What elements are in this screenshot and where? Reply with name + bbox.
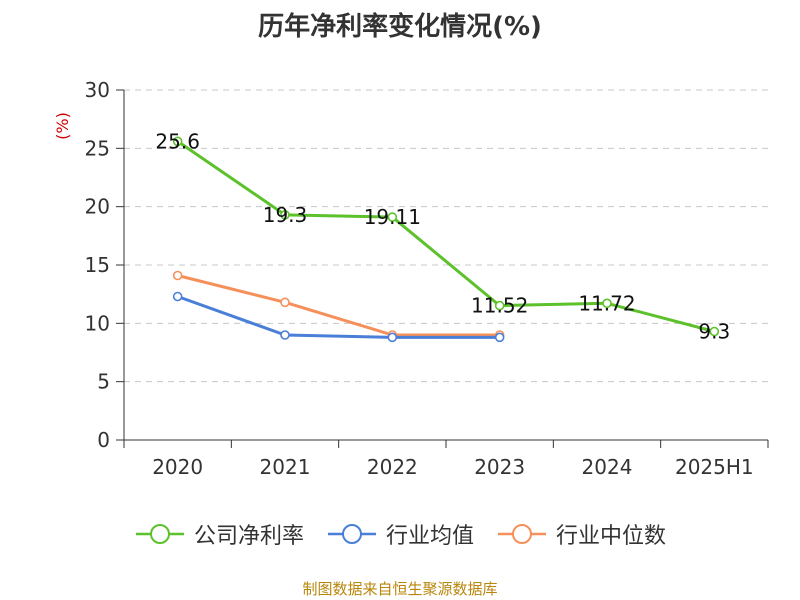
legend-marker-icon [498,524,546,544]
legend-label: 行业均值 [385,524,474,549]
series-line-1 [177,295,500,339]
y-tick-label: 25 [85,136,110,160]
x-tick-label: 2021 [260,455,311,479]
data-point [494,300,505,311]
x-tick-label: 2022 [367,455,418,479]
y-tick-label: 15 [85,253,110,277]
series-line-0 [176,140,715,333]
y-tick-label: 30 [85,78,110,102]
y-axis-label: (%) [53,112,72,140]
data-point [602,298,612,309]
data-labels: 25.6 19.3 19.11 11.52 11.72 9.3 [155,129,730,343]
data-point [387,212,398,222]
y-tick-label: 10 [85,311,110,335]
data-label: 25.6 [155,129,200,153]
data-label: 19.11 [364,205,421,229]
legend-circle [149,524,170,544]
data-point [280,210,290,220]
legend-marker-icon [327,524,376,544]
data-point [172,270,183,281]
legend-label: 公司净利率 [193,524,304,549]
data-point [280,330,290,340]
data-point [494,332,505,343]
data-label: 11.52 [471,294,528,318]
grid-lines [124,89,768,383]
legend-label: 行业中位数 [556,524,667,549]
series-lines [172,136,720,343]
data-label: 11.72 [578,291,635,315]
data-point [172,291,183,302]
axes: 0 5 10 15 20 25 30 2020 2021 2022 2023 2024 2025H1 [85,78,769,479]
y-tick-label: 20 [85,195,110,219]
legend-marker-icon [135,524,184,544]
data-point [172,136,183,147]
legend-item[interactable]: 行业中位数 [496,518,666,550]
source-note: 制图数据来自恒生聚源数据库 [302,580,498,598]
x-tick-label: 2023 [474,455,525,479]
series-line-2 [177,274,500,337]
legend-item[interactable]: 行业均值 [326,518,474,550]
x-tick-label: 2024 [582,455,633,479]
data-label: 19.3 [263,203,308,227]
legend-item[interactable]: 公司净利率 [134,518,304,550]
data-point [387,332,398,343]
y-tick-label: 5 [97,370,110,394]
legend-circle [512,524,532,544]
chart-title: 历年净利率变化情况(%) [258,12,542,42]
legend-circle [341,524,362,544]
legend: 公司净利率 行业均值 行业中位数 [0,518,800,550]
x-tick-label: 2025H1 [675,455,754,479]
x-tick-label: 2020 [152,455,203,479]
data-point [709,326,720,337]
data-label: 9.3 [698,320,730,344]
y-tick-label: 0 [97,428,110,452]
data-point [280,297,290,308]
